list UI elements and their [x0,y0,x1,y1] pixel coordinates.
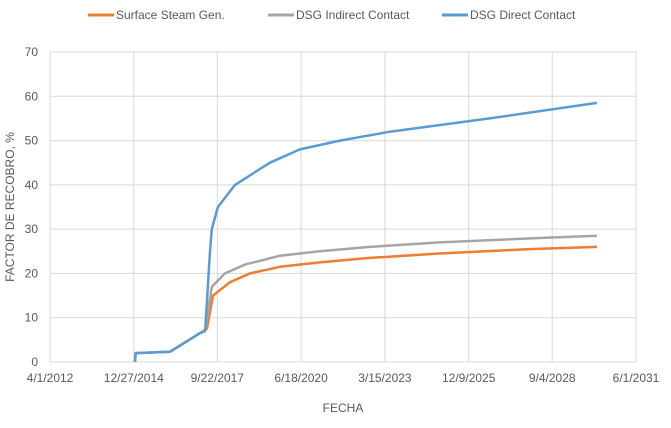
y-tick-label: 50 [25,134,39,148]
y-tick-label: 40 [25,178,39,192]
y-tick-label: 70 [25,45,39,59]
y-tick-label: 30 [25,222,39,236]
legend-label-0: Surface Steam Gen. [116,8,225,22]
legend-label-2: DSG Direct Contact [470,8,576,22]
series-line-2 [133,101,598,363]
y-tick-label: 10 [25,311,39,325]
x-tick-labels: 4/1/2012 12/27/2014 9/22/2017 6/18/2020 3/15… [27,371,660,385]
x-tick-label: 6/18/2020 [274,371,328,385]
x-tick-label: 3/15/2023 [358,371,412,385]
y-tick-label: 20 [25,266,39,280]
y-axis-label: FACTOR DE RECOBRO, % [3,132,17,282]
x-tick-label: 12/9/2025 [442,371,496,385]
grid [49,51,637,363]
y-tick-label: 60 [25,89,39,103]
x-tick-label: 4/1/2012 [27,371,74,385]
series-line-0 [133,245,597,363]
series-lines [133,101,598,363]
legend-label-1: DSG Indirect Contact [296,8,410,22]
x-axis-label: FECHA [323,401,364,415]
x-tick-label: 9/4/2028 [529,371,576,385]
y-tick-labels: 0 10 20 30 40 50 60 70 [25,45,39,369]
series-line-1 [133,234,597,363]
x-tick-label: 9/22/2017 [191,371,245,385]
legend: Surface Steam Gen. DSG Indirect Contact DS… [88,8,576,22]
x-tick-label: 6/1/2031 [613,371,660,385]
x-tick-label: 12/27/2014 [104,371,164,385]
y-tick-label: 0 [31,355,38,369]
